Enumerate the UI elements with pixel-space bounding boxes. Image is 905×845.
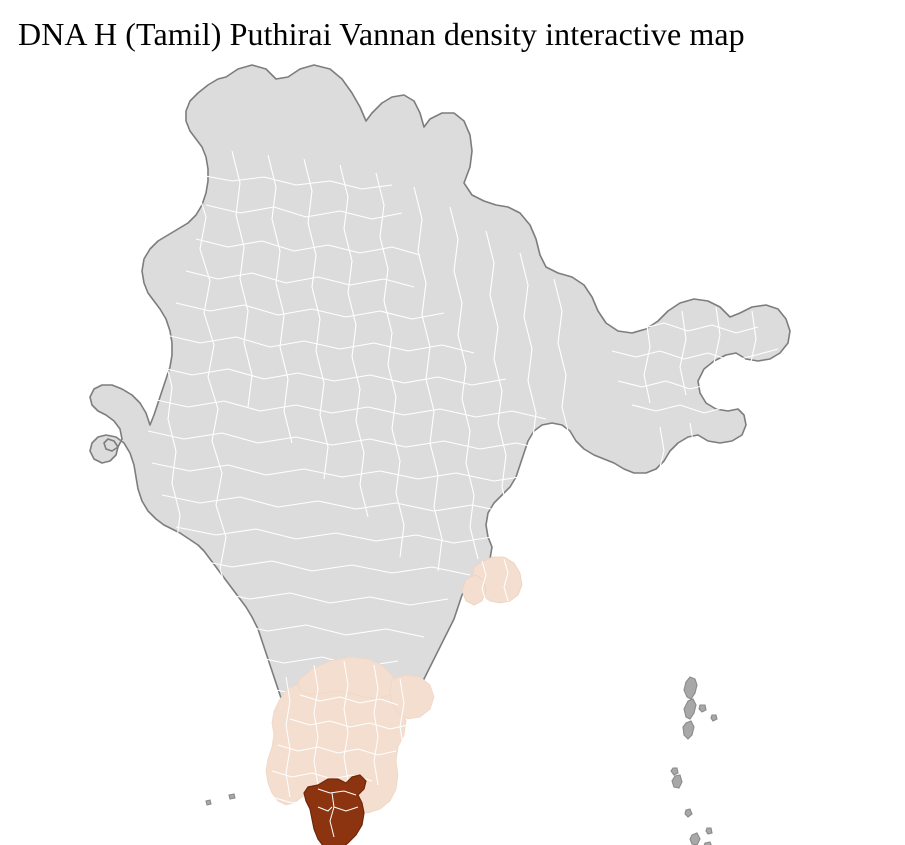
- page-title: DNA H (Tamil) Puthirai Vannan density in…: [18, 16, 745, 52]
- highlight-region-tamil-nadu-high[interactable]: [303, 774, 367, 845]
- andaman-islet-b[interactable]: [710, 714, 718, 722]
- great-nicobar-island[interactable]: [689, 832, 701, 845]
- car-nicobar-island[interactable]: [671, 774, 683, 789]
- north-andaman-island[interactable]: [683, 676, 698, 700]
- nicobar-islet-a[interactable]: [684, 808, 693, 818]
- lakshadweep-islands[interactable]: [205, 793, 236, 845]
- nicobar-islet-b[interactable]: [705, 827, 713, 835]
- tirunelveli-cluster-shape[interactable]: [303, 774, 367, 845]
- andaman-islet-a[interactable]: [698, 704, 707, 713]
- lakshadweep-islet-b[interactable]: [228, 793, 236, 800]
- nicobar-islet-c[interactable]: [703, 841, 712, 845]
- highlight-region-andhra-low[interactable]: [461, 556, 523, 606]
- andhra-district-lines: [481, 558, 509, 602]
- andaman-nicobar-islands[interactable]: [670, 676, 718, 845]
- south-andaman-island[interactable]: [682, 720, 695, 740]
- andaman-islet-c[interactable]: [670, 767, 679, 776]
- india-choropleth-map[interactable]: [0, 55, 905, 845]
- lakshadweep-islet-a[interactable]: [205, 799, 212, 806]
- district-boundaries: [147, 150, 779, 700]
- tamil-nadu-district-lines: [271, 660, 409, 808]
- middle-andaman-island[interactable]: [683, 698, 697, 720]
- andhra-low-density-shape-west[interactable]: [461, 574, 487, 606]
- tirunelveli-internal-lines: [317, 788, 359, 838]
- highlight-region-tamil-nadu-low[interactable]: [265, 656, 435, 814]
- india-mainland-layer[interactable]: [89, 64, 791, 824]
- map-canvas[interactable]: [0, 55, 905, 845]
